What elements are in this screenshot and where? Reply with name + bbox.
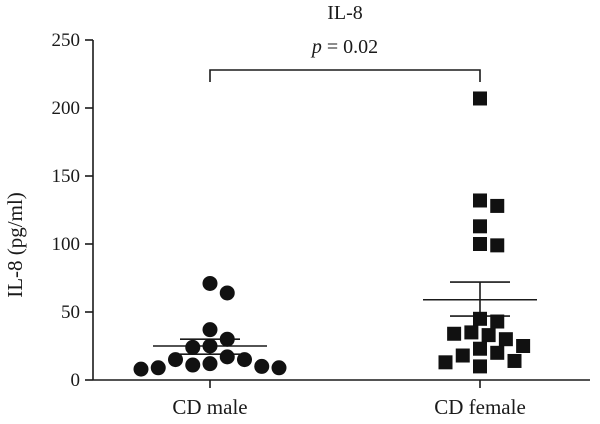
data-point-circle (133, 361, 149, 377)
data-point-circle (185, 357, 201, 373)
significance-bracket (209, 69, 481, 82)
data-point-circle (202, 338, 218, 354)
y-tick-label: 200 (52, 98, 81, 119)
data-point-square (473, 359, 487, 374)
data-point-circle (254, 358, 270, 374)
p-value-symbol: p (310, 36, 322, 58)
data-point-square (490, 198, 505, 213)
data-point-square (490, 345, 505, 360)
y-axis: 0 50 100 150 200 250 (52, 30, 94, 391)
data-point-circle (219, 331, 235, 347)
data-point-circle (237, 352, 252, 368)
p-value-number: = 0.02 (322, 36, 378, 58)
data-point-circle (202, 356, 218, 372)
p-value-annotation: p = 0.02 (310, 36, 378, 58)
data-point-square (464, 325, 479, 340)
data-point-circle (202, 322, 218, 338)
y-tick-label: 250 (52, 30, 81, 51)
data-point-square (507, 353, 522, 368)
data-point-circle (168, 352, 183, 368)
data-point-square (473, 311, 487, 326)
y-tick-label: 50 (61, 302, 80, 323)
data-point-circle (202, 275, 218, 291)
data-point-circle (219, 349, 235, 365)
data-point-circle (150, 360, 166, 376)
data-point-square (438, 355, 453, 370)
data-point-square (447, 326, 462, 341)
y-tick-label: 150 (52, 166, 81, 187)
data-points (133, 91, 531, 377)
y-tick-label: 0 (71, 370, 81, 391)
x-axis: CD male CD female (93, 379, 590, 419)
data-point-square (481, 328, 496, 343)
data-point-circle (219, 285, 235, 301)
data-point-circle (185, 339, 201, 355)
data-point-square (473, 219, 487, 234)
data-point-square (516, 339, 531, 353)
data-point-square (490, 314, 505, 329)
data-point-square (455, 348, 470, 363)
data-point-square (490, 238, 505, 253)
data-point-square (498, 332, 513, 347)
data-point-square (473, 193, 487, 208)
chart-title: IL-8 (327, 2, 363, 24)
x-category-label: CD male (172, 395, 247, 419)
y-tick-label: 100 (52, 234, 81, 255)
y-axis-label: IL-8 (pg/ml) (3, 192, 27, 298)
data-point-square (473, 341, 487, 356)
data-point-square (473, 237, 487, 251)
data-point-square (473, 91, 487, 106)
x-category-label: CD female (434, 395, 526, 419)
data-point-circle (271, 360, 287, 376)
